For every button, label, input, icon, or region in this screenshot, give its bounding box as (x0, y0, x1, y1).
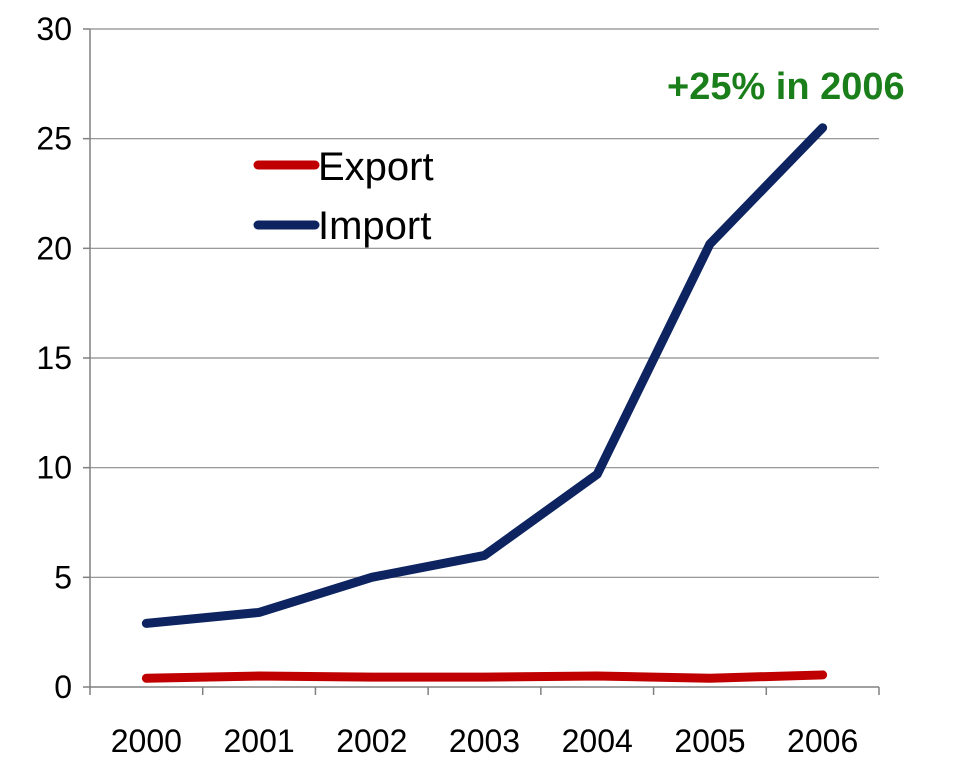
y-tick-label: 15 (36, 340, 72, 376)
x-tick-label: 2004 (562, 723, 633, 758)
legend: Export Import (253, 145, 434, 248)
y-tick-label: 10 (36, 450, 72, 486)
y-axis-ticks: 0 5 10 15 20 25 30 (36, 11, 90, 705)
gridlines (90, 28, 879, 578)
series-lines (141, 123, 828, 683)
y-tick-label: 25 (36, 121, 72, 157)
series-line-import (141, 123, 828, 628)
annotation-label: +25% in 2006 (667, 66, 905, 108)
y-tick-label: 5 (54, 559, 72, 595)
x-axis-ticks: 2000 2001 2002 2003 2004 2005 2006 (89, 687, 880, 758)
x-tick-label: 2001 (223, 723, 294, 758)
legend-label-export: Export (318, 145, 434, 189)
x-tick-label: 2003 (449, 723, 520, 758)
x-tick-label: 2000 (111, 723, 182, 758)
y-tick-label: 30 (36, 11, 72, 47)
x-tick-label: 2006 (787, 723, 858, 758)
series-line-export (141, 670, 828, 683)
y-tick-label: 20 (36, 230, 72, 266)
x-tick-label: 2002 (336, 723, 407, 758)
x-tick-label: 2005 (674, 723, 745, 758)
legend-label-import: Import (318, 204, 431, 248)
y-tick-label: 0 (54, 669, 72, 705)
